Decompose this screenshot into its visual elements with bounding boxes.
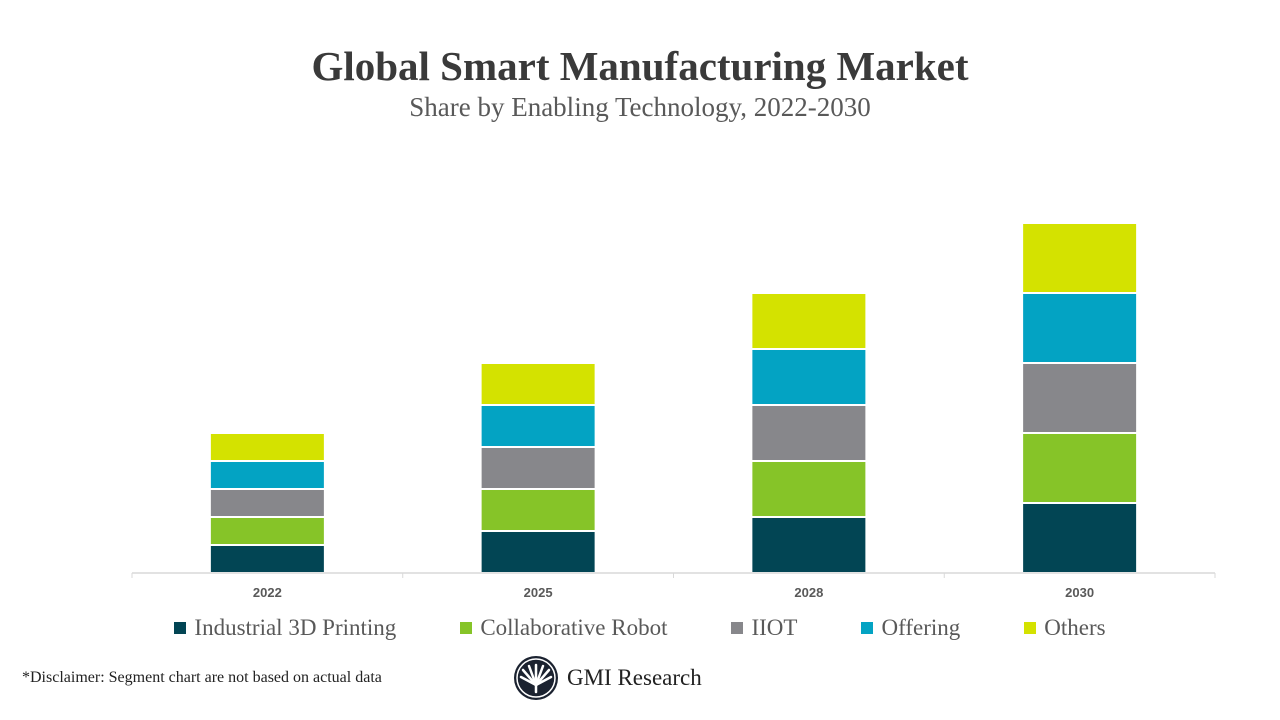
bar-segment-2025-1 xyxy=(481,490,595,530)
legend-item: Industrial 3D Printing xyxy=(174,615,396,641)
bar-segment-2030-4 xyxy=(1023,224,1137,292)
legend-swatch xyxy=(174,622,187,634)
brand-logo: GMI Research xyxy=(513,655,702,701)
bar-segment-2030-2 xyxy=(1023,364,1137,432)
bar-segment-2025-4 xyxy=(481,364,595,404)
bar-segment-2028-0 xyxy=(752,518,866,572)
legend: Industrial 3D Printing Collaborative Robo… xyxy=(0,615,1280,641)
legend-item: Offering xyxy=(861,615,960,641)
legend-item: Collaborative Robot xyxy=(460,615,667,641)
brand-name: GMI Research xyxy=(567,665,702,690)
legend-swatch xyxy=(1024,622,1037,634)
legend-label: IIOT xyxy=(751,615,798,640)
bar-segment-2028-4 xyxy=(752,294,866,348)
legend-item: Others xyxy=(1024,615,1106,641)
bar-segment-2022-1 xyxy=(210,518,324,544)
legend-swatch xyxy=(460,622,473,634)
bar-segment-2022-3 xyxy=(210,462,324,488)
bar-segment-2030-1 xyxy=(1023,434,1137,502)
legend-label: Collaborative Robot xyxy=(480,615,668,640)
bar-segment-2030-0 xyxy=(1023,504,1137,572)
bar-segment-2022-2 xyxy=(210,490,324,516)
bar-segment-2030-3 xyxy=(1023,294,1137,362)
legend-label: Others xyxy=(1044,615,1106,640)
bar-segment-2022-4 xyxy=(210,434,324,460)
x-tick-label: 2030 xyxy=(1065,585,1094,600)
disclaimer: *Disclaimer: Segment chart are not based… xyxy=(22,669,382,686)
legend-label: Industrial 3D Printing xyxy=(194,615,397,640)
bar-segment-2025-0 xyxy=(481,532,595,572)
legend-swatch xyxy=(861,622,874,634)
bar-segment-2028-3 xyxy=(752,350,866,404)
bar-segment-2025-2 xyxy=(481,448,595,488)
bar-segment-2022-0 xyxy=(210,546,324,572)
legend-label: Offering xyxy=(881,615,961,640)
bar-segment-2028-2 xyxy=(752,406,866,460)
x-tick-label: 2028 xyxy=(794,585,823,600)
gmi-logo-icon xyxy=(514,656,558,700)
chart-title: Global Smart Manufacturing Market xyxy=(311,43,969,89)
bar-segment-2025-3 xyxy=(481,406,595,446)
legend-item: IIOT xyxy=(731,615,797,641)
x-tick-label: 2022 xyxy=(253,585,282,600)
x-tick-label: 2025 xyxy=(524,585,553,600)
legend-swatch xyxy=(731,622,744,634)
bar-segment-2028-1 xyxy=(752,462,866,516)
chart-subtitle: Share by Enabling Technology, 2022-2030 xyxy=(409,92,871,122)
